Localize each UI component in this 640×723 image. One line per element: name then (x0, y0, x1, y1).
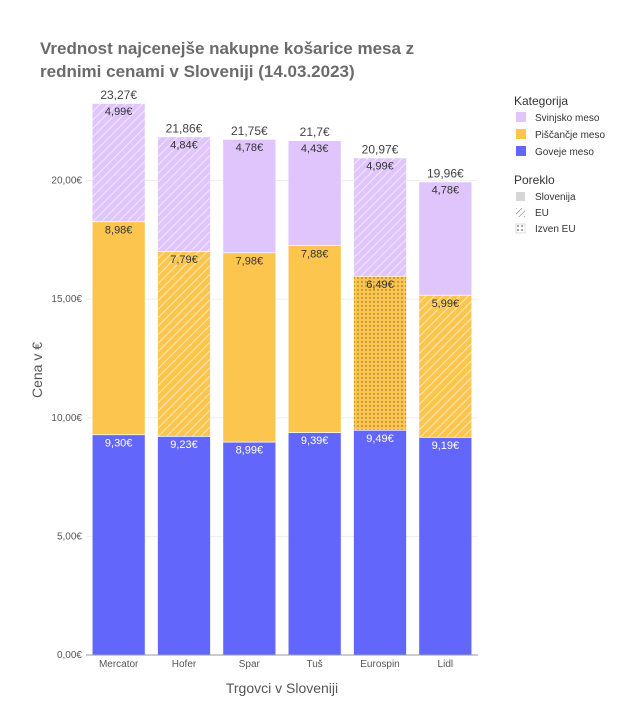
legend-item-slovenija: Slovenija (535, 192, 576, 203)
legend-swatch-izven-eu (515, 223, 526, 234)
bar-goveje-meso-mercator (92, 434, 145, 655)
bar-svinjsko-meso-hofer-eu-pattern (157, 136, 211, 252)
x-tick-label-hofer: Hofer (172, 659, 197, 670)
data-label-goveje-meso-lidl: 9,19€ (432, 440, 460, 452)
total-label-lidl: 19,96€ (427, 166, 464, 180)
y-tick-label: 15,00€ (51, 294, 82, 305)
legend: Kategorija Svinjsko meso Piščančje meso … (514, 94, 605, 235)
chart-title-line-1: Vrednost najcenejše nakupne košarice mes… (40, 39, 414, 58)
legend-item-svinjsko: Svinjsko meso (535, 113, 600, 124)
bar-svinjsko-meso-mercator-eu-pattern (92, 102, 145, 222)
data-label-svinjsko-meso-tus: 4,43€ (301, 143, 329, 155)
y-tick-label: 10,00€ (51, 413, 82, 424)
bars (92, 102, 472, 655)
bar-labels: 9,30€ 8,98€ 4,99€ 23,27€ 9,23€ 7,79€ 4,84€ 21,8… (100, 88, 464, 457)
total-label-eurospin: 20,97€ (362, 143, 399, 157)
data-label-svinjsko-meso-lidl: 4,78€ (432, 184, 460, 196)
data-label-piscancje-meso-hofer: 7,79€ (170, 254, 198, 266)
legend-swatch-svinjsko (516, 112, 526, 122)
total-label-mercator: 23,27€ (100, 88, 137, 102)
bar-piscancje-meso-eurospin-izven-eu-pattern (353, 275, 407, 430)
data-label-svinjsko-meso-eurospin: 4,99€ (366, 161, 394, 173)
data-label-svinjsko-meso-mercator: 4,99€ (105, 106, 133, 118)
data-label-piscancje-meso-eurospin: 6,49€ (366, 279, 394, 291)
data-label-goveje-meso-tus: 9,39€ (301, 435, 329, 447)
total-label-tus: 21,7€ (300, 125, 330, 139)
data-label-goveje-meso-spar: 8,99€ (236, 445, 264, 457)
legend-swatch-eu (516, 208, 525, 217)
bar-piscancje-meso-lidl-eu-pattern (419, 294, 472, 437)
y-tick-label: 0,00€ (57, 650, 82, 661)
bar-piscancje-meso-spar (223, 252, 276, 442)
y-tick-label: 20,00€ (51, 176, 82, 187)
x-tick-label-eurospin: Eurospin (360, 659, 399, 670)
bar-svinjsko-meso-spar (223, 139, 276, 253)
bar-svinjsko-meso-tus (288, 140, 341, 246)
legend-swatch-slovenija (516, 192, 525, 201)
x-tick-label-lidl: Lidl (438, 659, 454, 670)
bar-goveje-meso-eurospin (353, 429, 407, 655)
x-axis-title: Trgovci v Sloveniji (226, 680, 338, 696)
bar-piscancje-meso-tus (288, 245, 341, 433)
data-label-piscancje-meso-spar: 7,98€ (236, 255, 264, 267)
legend-item-piscancje: Piščančje meso (535, 130, 605, 141)
bar-goveje-meso-lidl (419, 436, 472, 655)
y-axis-ticks: 0,00€ 5,00€ 10,00€ 15,00€ 20,00€ (51, 176, 82, 661)
data-label-svinjsko-meso-spar: 4,78€ (236, 142, 264, 154)
y-axis-title: Cena v € (29, 342, 45, 398)
bar-piscancje-meso-hofer-eu-pattern (157, 251, 211, 437)
x-axis-ticks: Mercator Hofer Spar Tuš Eurospin Lidl (99, 659, 453, 670)
y-tick-label: 5,00€ (57, 531, 82, 542)
data-label-svinjsko-meso-hofer: 4,84€ (170, 139, 198, 151)
bar-goveje-meso-tus (288, 432, 341, 655)
bar-piscancje-meso-mercator (92, 221, 145, 435)
data-label-goveje-meso-eurospin: 9,49€ (366, 433, 394, 445)
total-label-hofer: 21,86€ (166, 121, 203, 135)
legend-item-izven-eu: Izven EU (535, 224, 576, 235)
chart-title-line-2: rednimi cenami v Sloveniji (14.03.2023) (40, 62, 355, 81)
total-label-spar: 21,75€ (231, 124, 268, 138)
data-label-piscancje-meso-lidl: 5,99€ (432, 298, 460, 310)
legend-category-title: Kategorija (514, 94, 568, 108)
legend-swatch-piscancje (516, 129, 526, 139)
data-label-goveje-meso-mercator: 9,30€ (105, 437, 133, 449)
legend-item-goveje: Goveje meso (535, 147, 594, 158)
bar-svinjsko-meso-eurospin-eu-pattern (353, 157, 407, 276)
legend-origin-title: Poreklo (514, 173, 555, 187)
legend-item-eu: EU (535, 208, 549, 219)
bar-svinjsko-meso-lidl (419, 181, 472, 295)
data-label-goveje-meso-hofer: 9,23€ (170, 439, 198, 451)
legend-swatch-goveje (516, 146, 526, 156)
x-tick-label-tus: Tuš (307, 659, 323, 670)
data-label-piscancje-meso-tus: 7,88€ (301, 248, 329, 260)
x-tick-label-mercator: Mercator (99, 659, 139, 670)
x-tick-label-spar: Spar (239, 659, 261, 670)
data-label-piscancje-meso-mercator: 8,98€ (105, 224, 133, 236)
bar-goveje-meso-spar (223, 441, 276, 655)
bar-goveje-meso-hofer (157, 436, 211, 655)
